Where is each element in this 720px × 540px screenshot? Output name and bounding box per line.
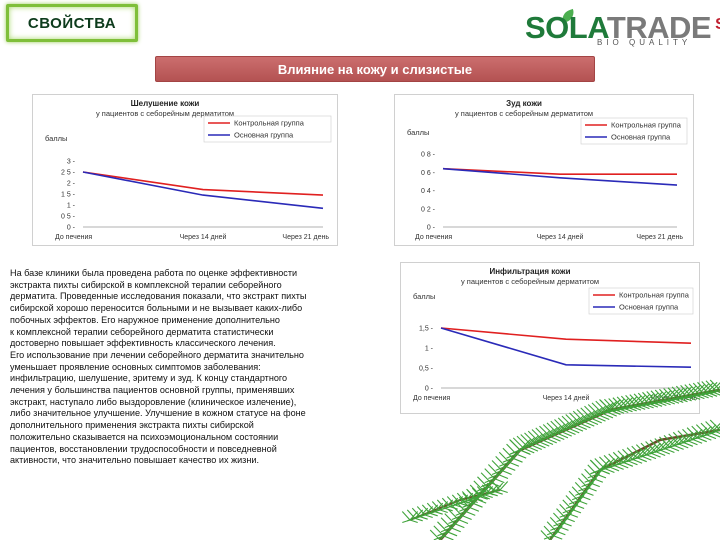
section-tab-label: СВОЙСТВА xyxy=(27,15,117,32)
y-tick-label: 1 - xyxy=(67,203,76,210)
y-tick-label: 0 - xyxy=(67,225,76,232)
y-tick-label: 1,5 - xyxy=(419,326,434,333)
series-line-main xyxy=(442,167,678,186)
legend-label: Основная группа xyxy=(234,131,294,140)
y-tick-label: 3 - xyxy=(67,159,76,166)
logo-wordmark: SOLATRADESE xyxy=(525,10,720,45)
y-axis-label: баллы xyxy=(413,292,435,301)
legend-label: Контрольная группа xyxy=(611,121,682,130)
chart-scaling: Шелушение кожи у пациентов с себорейным д… xyxy=(32,94,338,246)
description-text: На базе клиники была проведена работа по… xyxy=(10,268,385,467)
logo-tagline: BIO QUALITY xyxy=(597,38,692,47)
company-logo: SOLATRADESE BIO QUALITY xyxy=(525,8,720,50)
x-tick-label: До печения xyxy=(415,234,452,241)
legend-label: Основная группа xyxy=(619,303,679,312)
legend-label: Основная группа xyxy=(611,133,671,142)
y-tick-label: 0 - xyxy=(425,386,434,393)
y-tick-label: 0,5 - xyxy=(419,366,434,373)
banner-title: Влияние на кожу и слизистые xyxy=(277,62,473,77)
x-tick-label: Через 21 день xyxy=(282,234,329,241)
x-tick-label: До печения xyxy=(55,234,92,241)
series-line-control xyxy=(82,171,324,196)
legend-label: Контрольная группа xyxy=(234,119,305,128)
x-tick-label: До печения xyxy=(413,395,450,402)
y-axis-label: баллы xyxy=(45,134,67,143)
series-line-control xyxy=(440,327,692,344)
x-tick-label: Через 14 дней xyxy=(543,394,590,402)
series-line-main xyxy=(82,171,324,210)
y-axis-label: баллы xyxy=(407,128,429,137)
legend-label: Контрольная группа xyxy=(619,291,690,300)
y-tick-label: 0 5 - xyxy=(61,214,76,221)
y-tick-label: 0 8 - xyxy=(421,152,436,159)
fir-branch-image xyxy=(401,379,720,540)
chart-infiltration: Инфильтрация кожи у пациентов с себорейны… xyxy=(400,262,700,414)
section-tab[interactable]: СВОЙСТВА xyxy=(6,4,138,42)
legend-box xyxy=(588,287,694,315)
x-tick-label: Через 14 дней xyxy=(537,233,584,241)
y-tick-label: 1 - xyxy=(425,346,434,353)
series-line-control xyxy=(442,167,677,175)
title-banner: Влияние на кожу и слизистые xyxy=(155,56,595,82)
chart-itching: Зуд кожи у пациентов с себорейным дермати… xyxy=(394,94,694,246)
chart-subtitle: у пациентов с себорейным дерматитом xyxy=(96,109,234,118)
y-tick-label: 2 5 - xyxy=(61,170,76,177)
y-tick-label: 0 6 - xyxy=(421,170,436,177)
y-tick-label: 0 4 - xyxy=(421,188,436,195)
legend-box xyxy=(203,115,332,143)
legend-box xyxy=(580,117,688,145)
y-tick-label: 0 2 - xyxy=(421,206,436,213)
chart-subtitle: у пациентов с себорейным дерматитом xyxy=(461,277,599,286)
chart-title: Инфильтрация кожи xyxy=(489,267,570,276)
chart-subtitle: у пациентов с себорейным дерматитом xyxy=(455,109,593,118)
y-tick-label: 2 - xyxy=(67,181,76,188)
y-tick-label: 1 5 - xyxy=(61,192,76,199)
series-line-main xyxy=(440,327,692,368)
x-tick-label: Через 14 дней xyxy=(180,233,227,241)
chart-title: Зуд кожи xyxy=(506,99,542,108)
chart-title: Шелушение кожи xyxy=(131,99,200,108)
description-paragraph: На базе клиники была проведена работа по… xyxy=(10,268,307,466)
x-tick-label: Через 21 день xyxy=(636,234,683,241)
y-tick-label: 0 - xyxy=(427,225,436,232)
